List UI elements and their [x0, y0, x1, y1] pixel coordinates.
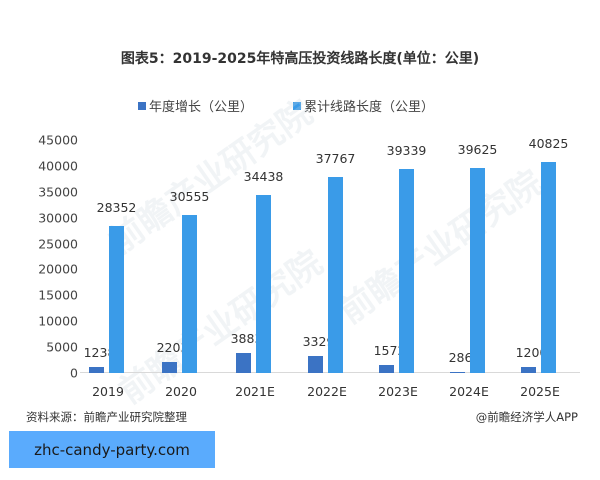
banner-text: zhc-candy-party.com [34, 440, 190, 459]
data-label: 39339 [386, 143, 427, 159]
credit-note: @前瞻经济学人APP [475, 410, 578, 424]
data-label: 30555 [169, 188, 210, 204]
data-label: 1238 [83, 344, 116, 360]
bar-annual-growth [379, 364, 394, 373]
bar-cumulative-length [328, 177, 343, 373]
bar-annual-growth [236, 352, 251, 373]
bar-cumulative-length [182, 214, 197, 373]
chart-title: 图表5：2019-2025年特高压投资线路长度(单位：公里) [120, 51, 480, 67]
legend-label: 累计线路长度（公里） [304, 100, 435, 115]
bar-annual-growth [521, 366, 536, 373]
y-tick-label: 45000 [38, 132, 78, 148]
x-tick-label: 2023E [378, 384, 418, 399]
y-tick-label: 0 [70, 365, 78, 381]
y-axis: 0 5000 10000 15000 20000 25000 30000 35000 40000… [20, 120, 78, 390]
y-tick-label: 5000 [46, 339, 78, 355]
y-tick-label: 20000 [38, 261, 78, 277]
bar-cumulative-length [109, 226, 124, 373]
data-label: 37767 [315, 151, 356, 167]
x-tick-label: 2022E [307, 384, 347, 399]
legend-item-annual-growth: 年度增长（公里） [138, 96, 253, 115]
bar-cumulative-length [541, 161, 556, 373]
bar-annual-growth [450, 371, 465, 373]
source-note: 资料来源：前瞻产业研究院整理 [26, 410, 187, 424]
y-tick-label: 10000 [38, 313, 78, 329]
legend-label: 年度增长（公里） [149, 100, 254, 115]
legend: 年度增长（公里） 累计线路长度（公里） [138, 96, 434, 115]
data-label: 2203 [156, 339, 189, 355]
data-label: 34438 [243, 168, 284, 184]
legend-swatch-cumulative-length [293, 101, 302, 110]
bar-cumulative-length [256, 194, 271, 373]
data-label: 39625 [457, 141, 498, 157]
x-tick-label: 2025E [520, 384, 560, 399]
plot-area: 1238 28352 2203 30555 3883 34438 3329 37767 1572… [80, 136, 580, 373]
x-tick-label: 2021E [235, 384, 275, 399]
x-tick-label: 2024E [449, 384, 489, 399]
data-label: 3329 [302, 333, 335, 349]
bar-cumulative-length [399, 169, 414, 373]
site-banner: zhc-candy-party.com [9, 431, 215, 468]
y-tick-label: 35000 [38, 184, 78, 200]
data-label: 40825 [528, 135, 569, 151]
bar-annual-growth [89, 366, 104, 373]
x-tick-label: 2020 [165, 384, 197, 399]
legend-item-cumulative-length: 累计线路长度（公里） [293, 96, 434, 115]
data-label: 3883 [230, 330, 263, 346]
bar-annual-growth [162, 361, 177, 373]
x-tick-label: 2019 [92, 384, 124, 399]
data-label: 1200 [515, 344, 548, 360]
data-label: 28352 [96, 200, 137, 216]
y-tick-label: 40000 [38, 158, 78, 174]
bar-annual-growth [308, 355, 323, 373]
y-tick-label: 25000 [38, 236, 78, 252]
legend-swatch-annual-growth [138, 101, 146, 110]
y-tick-label: 30000 [38, 210, 78, 226]
y-tick-label: 15000 [38, 287, 78, 303]
bar-cumulative-length [470, 167, 485, 373]
data-label: 1572 [373, 342, 406, 358]
data-label: 286 [448, 349, 473, 365]
